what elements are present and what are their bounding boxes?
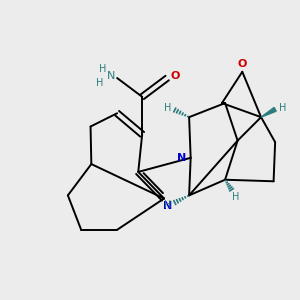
Text: N: N — [107, 71, 115, 82]
Text: O: O — [238, 59, 247, 69]
Text: H: H — [164, 200, 171, 210]
Polygon shape — [261, 107, 276, 117]
Text: N: N — [163, 200, 172, 211]
Text: H: H — [96, 78, 103, 88]
Text: H: H — [164, 103, 171, 113]
Text: N: N — [177, 153, 186, 163]
Text: H: H — [279, 103, 287, 113]
Text: H: H — [99, 64, 107, 74]
Text: H: H — [232, 192, 239, 202]
Text: O: O — [170, 71, 180, 82]
